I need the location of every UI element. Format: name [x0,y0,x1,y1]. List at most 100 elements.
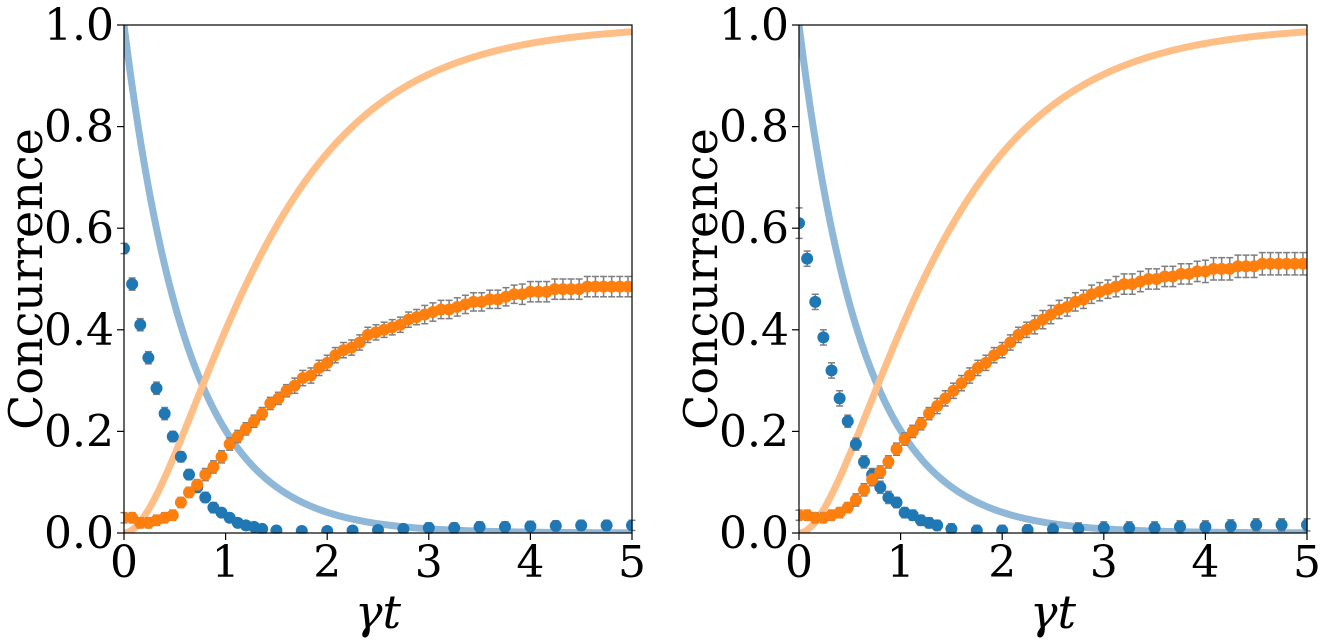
data-point [1275,518,1288,531]
theory-curve-orange [124,28,632,533]
x-tick-label: 2 [988,537,1016,588]
data-point [970,524,983,533]
data-point [874,481,887,494]
data-point [223,438,236,451]
y-tick-label: 0.4 [719,305,789,356]
data-point [996,524,1009,533]
y-tick-label: 0.2 [44,406,114,457]
data-point [191,478,204,491]
data-point [353,336,366,349]
data-point [295,524,308,533]
data-point [963,369,976,382]
data-point [931,400,944,412]
x-tick-label: 5 [1293,537,1321,588]
y-tick-label: 0.0 [44,508,114,559]
axes-frame [798,24,1308,534]
x-tick-label: 0 [110,537,138,588]
data-point [239,422,252,435]
data-point [215,450,228,463]
data-point [158,407,171,420]
data-point [174,450,187,463]
data-point [183,468,196,481]
data-point [890,496,903,509]
data-point [1123,521,1136,533]
data-point [841,501,854,514]
data-point [890,443,903,456]
x-tick-label: 1 [887,537,915,588]
data-point [166,430,179,443]
data-point [321,524,334,533]
y-tick-label: 0.8 [44,102,114,153]
data-point [150,382,163,395]
data-point [142,351,155,364]
series-blue [795,207,1311,534]
data-point [231,430,244,443]
data-point [1199,520,1212,533]
data-point [372,523,384,533]
x-tick-label: 0 [785,537,813,588]
data-point [166,509,179,522]
data-point [849,438,862,451]
data-point [1047,523,1059,533]
data-point [809,295,822,308]
data-point [955,377,968,390]
axes-frame [123,24,633,534]
data-point [626,519,632,532]
data-point [799,217,805,230]
data-point [858,455,871,468]
data-point [996,344,1009,357]
data-point [825,364,838,377]
data-point [183,486,196,499]
x-tick-label: 4 [1191,537,1219,588]
data-point [448,521,461,533]
data-point [256,407,269,420]
data-point [473,520,486,533]
data-point [1250,518,1263,531]
data-point [1224,519,1237,532]
data-point [898,433,911,446]
data-point [199,491,212,504]
data-point [321,356,334,369]
data-point [906,425,919,438]
data-point [270,524,283,533]
data-point [801,252,814,265]
data-point [1097,521,1110,533]
data-point [939,392,952,405]
data-point [841,415,854,428]
x-axis-label: γt [355,585,401,639]
data-point [914,417,927,430]
data-point [1021,523,1034,533]
data-point [931,519,944,532]
data-point [600,519,613,532]
data-point [882,455,895,468]
data-point [397,522,410,533]
x-tick-label: 2 [313,537,341,588]
data-point [256,522,269,533]
x-tick-label: 3 [415,537,443,588]
chart-panel-right: 0 1 2 3 4 5 0.0 0.2 0.4 0.6 0.8 1.0 γt Concurrence [674,0,1321,639]
data-point [199,468,212,481]
chart-panel-left: 0 1 2 3 4 5 0.0 0.2 0.4 0.6 0.8 1.0 γt Concurrence [0,0,646,639]
data-point [858,483,871,496]
data-point [947,384,960,397]
data-point [422,521,435,533]
data-point [272,392,285,405]
data-point [849,493,862,506]
data-point [499,520,511,533]
y-axis-label: Concurrence [674,128,728,430]
series-orange [795,251,1307,524]
data-point [1301,518,1307,531]
data-point [923,407,936,420]
data-point [874,466,887,479]
theory-curve-blue [124,25,632,533]
data-point [866,473,879,486]
y-tick-label: 0.8 [719,102,789,153]
data-point [1004,336,1017,349]
data-point [126,278,139,291]
data-point [174,496,187,509]
y-tick-label: 0.0 [719,508,789,559]
data-point [304,369,317,382]
y-tick-label: 1.0 [44,0,114,51]
data-point [207,460,220,473]
